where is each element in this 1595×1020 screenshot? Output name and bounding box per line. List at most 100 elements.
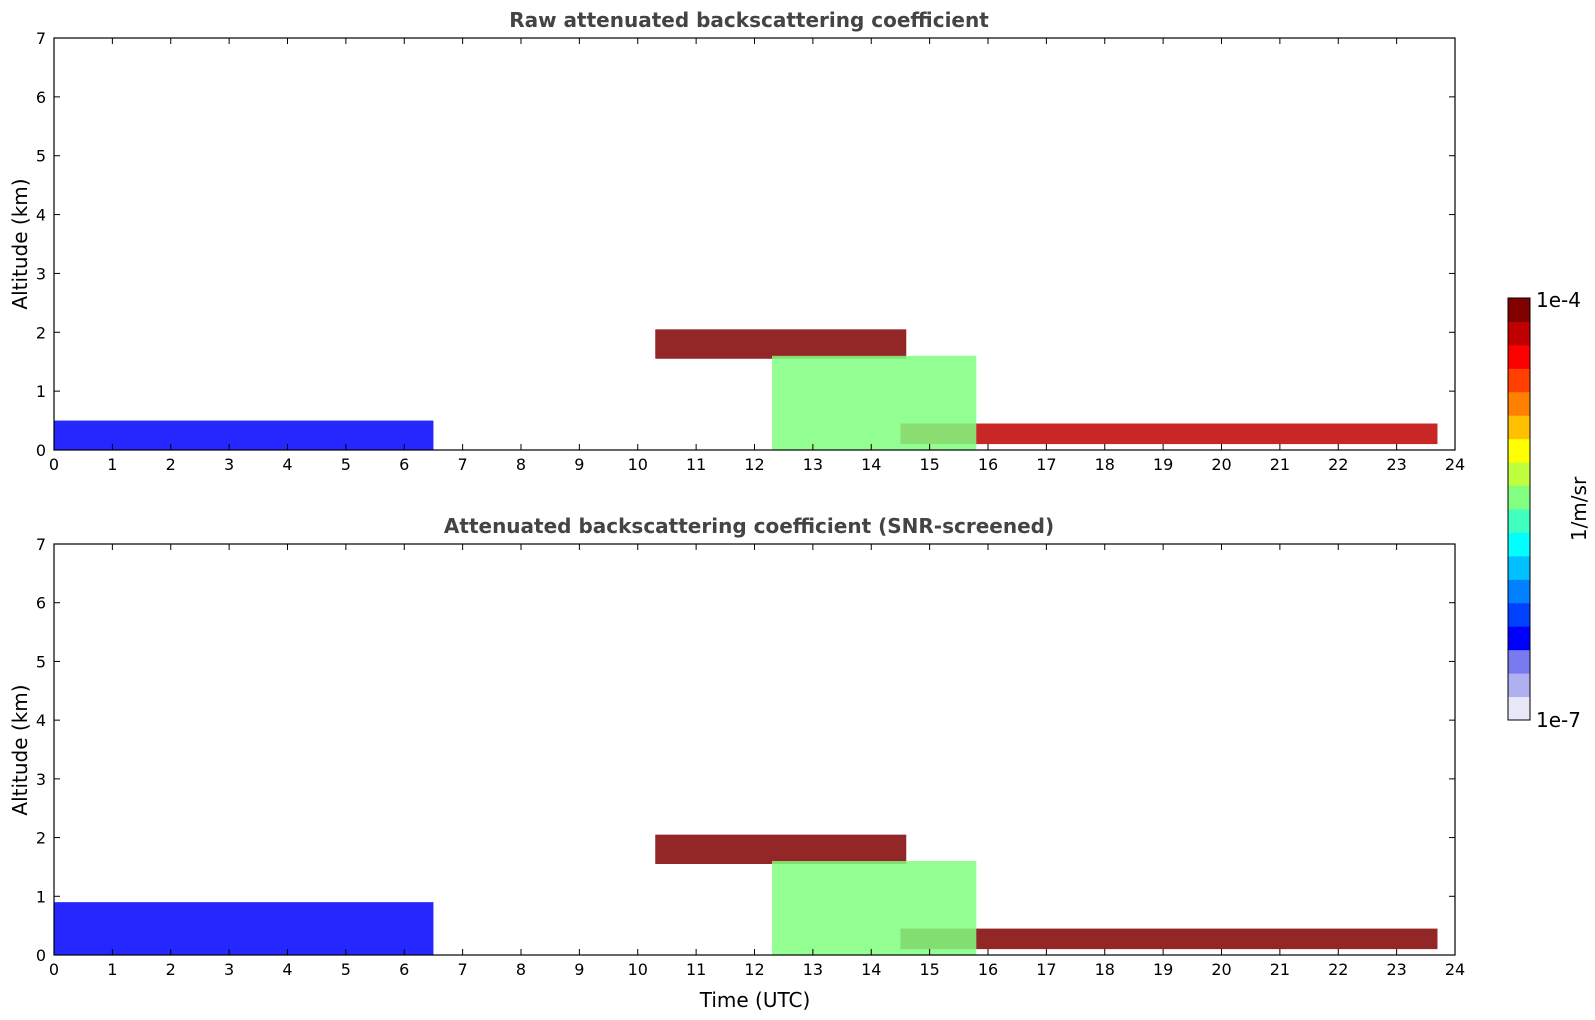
x-tick-label: 18 [1095, 455, 1115, 474]
colorbar-gradient [1508, 298, 1530, 721]
x-tick-label: 10 [628, 960, 648, 979]
x-tick-label: 7 [458, 455, 468, 474]
x-tick-label: 21 [1270, 455, 1290, 474]
x-tick-label: 18 [1095, 960, 1115, 979]
x-tick-label: 2 [166, 960, 176, 979]
y-tick-label: 2 [36, 323, 46, 342]
x-tick-label: 24 [1445, 960, 1465, 979]
y-tick-label: 4 [36, 206, 46, 225]
x-tick-label: 19 [1153, 455, 1173, 474]
colorbar-step [1508, 626, 1530, 651]
colorbar-step [1508, 673, 1530, 698]
x-tick-label: 6 [399, 960, 409, 979]
x-tick-label: 1 [107, 960, 117, 979]
y-ticks-raw: 0 1 2 3 4 5 6 7 [36, 29, 1455, 460]
x-tick-label: 4 [282, 455, 292, 474]
x-tick-label: 22 [1328, 455, 1348, 474]
x-ticks-screened: 0 1 2 3 4 5 6 7 8 9 10 11 12 13 14 15 16 17 18 19 20 21 22 23 24 [49, 544, 1465, 979]
x-tick-label: 5 [341, 455, 351, 474]
x-tick-label: 4 [282, 960, 292, 979]
plot-frame-raw [53, 37, 1456, 451]
y-tick-label: 3 [36, 770, 46, 789]
y-axis-label-raw: Altitude (km) [8, 178, 32, 309]
y-tick-label: 7 [36, 29, 46, 48]
heatmap-raw [54, 329, 1438, 450]
colorbar-step [1508, 532, 1530, 557]
x-tick-label: 3 [224, 455, 234, 474]
x-tick-label: 0 [49, 455, 59, 474]
panel-raw: Raw attenuated backscattering coefficien… [8, 8, 1465, 474]
x-tick-label: 17 [1036, 960, 1056, 979]
colorbar-step [1508, 415, 1530, 440]
x-ticks-raw: 0 1 2 3 4 5 6 7 8 9 10 11 12 13 14 15 16 17 18 19 20 21 22 23 24 [49, 38, 1465, 474]
feature-elevated-cloud [655, 329, 907, 359]
x-tick-label: 20 [1211, 455, 1231, 474]
y-tick-label: 1 [36, 382, 46, 401]
colorbar: 1e-4 1e-7 1/m/sr [1507, 288, 1591, 732]
x-tick-label: 24 [1445, 455, 1465, 474]
colorbar-max-label: 1e-4 [1536, 288, 1581, 312]
x-tick-label: 13 [803, 960, 823, 979]
feature-precipitation-streaks [772, 861, 977, 955]
x-tick-label: 21 [1270, 960, 1290, 979]
colorbar-step [1508, 509, 1530, 533]
y-tick-label: 0 [36, 441, 46, 460]
colorbar-step [1508, 649, 1530, 674]
plot-frame-screened [53, 543, 1456, 956]
panel-screened: Attenuated backscattering coefficient (S… [8, 514, 1465, 1012]
feature-boundary-layer [54, 902, 434, 955]
x-tick-label: 15 [919, 960, 939, 979]
colorbar-step [1508, 602, 1530, 627]
x-tick-label: 16 [978, 455, 998, 474]
x-tick-label: 12 [744, 960, 764, 979]
colorbar-step [1508, 485, 1530, 510]
colorbar-frame [1507, 297, 1531, 721]
x-tick-label: 14 [861, 455, 881, 474]
x-tick-label: 17 [1036, 455, 1056, 474]
y-tick-label: 3 [36, 264, 46, 283]
heatmap-screened [54, 834, 1438, 955]
y-tick-label: 4 [36, 711, 46, 730]
x-tick-label: 9 [574, 960, 584, 979]
x-tick-label: 3 [224, 960, 234, 979]
y-axis-label-screened: Altitude (km) [8, 684, 32, 815]
colorbar-step [1508, 368, 1530, 393]
x-tick-label: 9 [574, 455, 584, 474]
colorbar-step [1508, 579, 1530, 604]
x-axis-label: Time (UTC) [699, 988, 811, 1012]
feature-surface-layer [900, 928, 1438, 950]
colorbar-step [1508, 391, 1530, 416]
x-tick-label: 16 [978, 960, 998, 979]
colorbar-step [1508, 696, 1530, 721]
chart-title-screened: Attenuated backscattering coefficient (S… [444, 514, 1054, 538]
chart-title-raw: Raw attenuated backscattering coefficien… [509, 8, 989, 32]
colorbar-step [1508, 298, 1530, 322]
x-tick-label: 1 [107, 455, 117, 474]
y-tick-label: 0 [36, 946, 46, 965]
feature-precipitation-streaks [772, 355, 977, 450]
x-tick-label: 23 [1386, 960, 1406, 979]
colorbar-step [1508, 344, 1530, 369]
x-tick-label: 5 [341, 960, 351, 979]
colorbar-step [1508, 438, 1530, 463]
colorbar-unit-label: 1/m/sr [1567, 476, 1591, 541]
x-tick-label: 2 [166, 455, 176, 474]
y-tick-label: 5 [36, 652, 46, 671]
x-tick-label: 20 [1211, 960, 1231, 979]
y-tick-label: 2 [36, 829, 46, 848]
x-tick-label: 7 [458, 960, 468, 979]
colorbar-step [1508, 321, 1530, 346]
x-tick-label: 22 [1328, 960, 1348, 979]
y-ticks-screened: 0 1 2 3 4 5 6 7 [36, 535, 1455, 965]
x-tick-label: 11 [686, 960, 706, 979]
y-tick-label: 6 [36, 88, 46, 107]
y-tick-label: 6 [36, 594, 46, 613]
y-tick-label: 1 [36, 887, 46, 906]
feature-surface-layer [900, 423, 1438, 445]
colorbar-min-label: 1e-7 [1536, 708, 1581, 732]
x-tick-label: 19 [1153, 960, 1173, 979]
x-tick-label: 0 [49, 960, 59, 979]
colorbar-step [1508, 555, 1530, 580]
x-tick-label: 6 [399, 455, 409, 474]
